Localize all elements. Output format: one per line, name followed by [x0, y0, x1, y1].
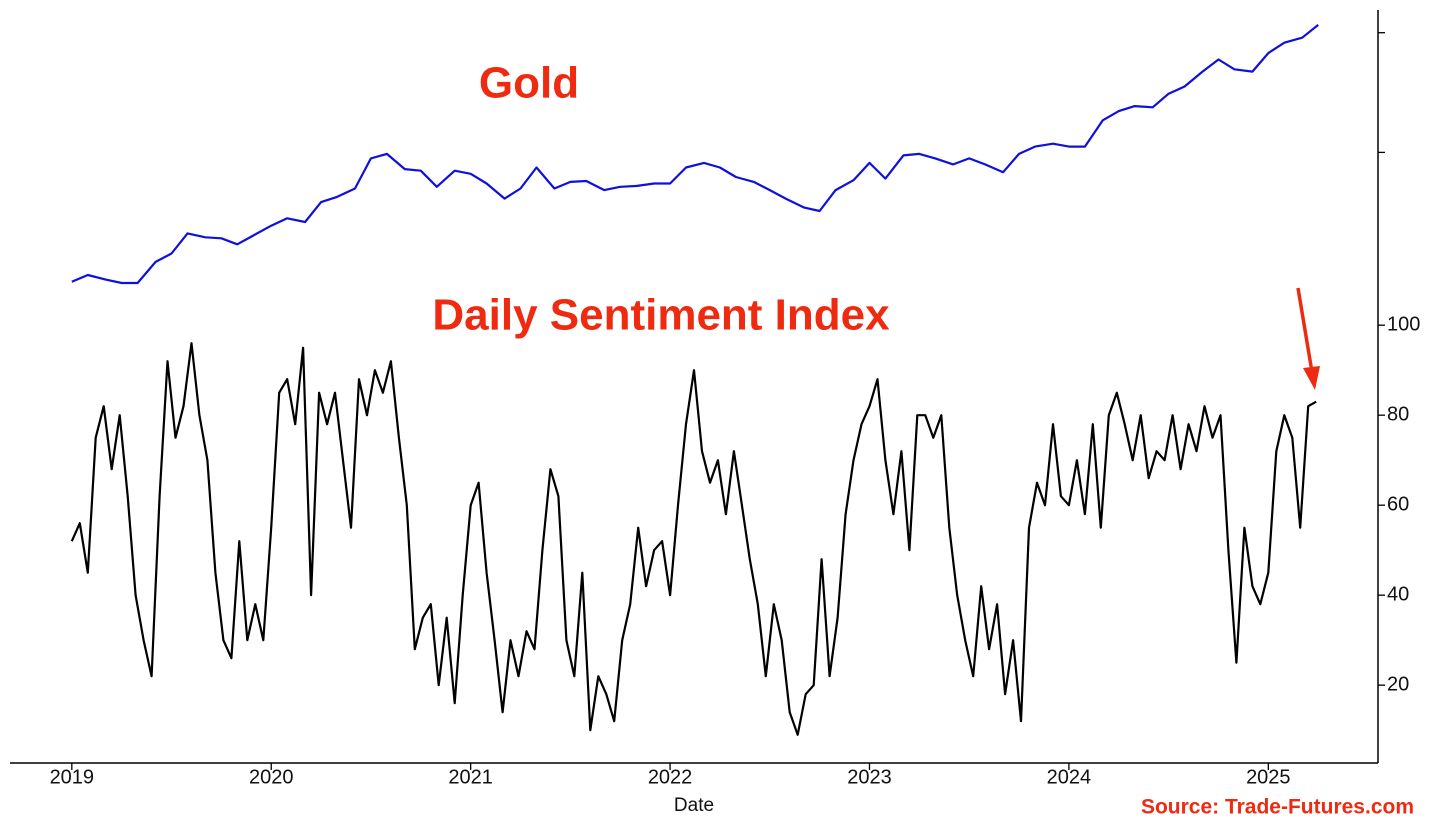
- y-tick-label: 100: [1387, 313, 1420, 335]
- data-line: [70, 342, 1317, 736]
- x-tick-label: 2025: [1246, 766, 1291, 788]
- x-axis-label: Date: [674, 795, 714, 816]
- x-tick-label: 2020: [249, 766, 294, 788]
- y-tick-label: 60: [1387, 493, 1409, 515]
- x-tick-label: 2022: [648, 766, 693, 788]
- dsi-title: Daily Sentiment Index: [432, 291, 890, 340]
- y-tick-label: 80: [1387, 403, 1409, 425]
- x-tick-label: 2021: [448, 766, 493, 788]
- x-tick-label: 2024: [1047, 766, 1092, 788]
- annotation-arrow: [1296, 287, 1320, 390]
- data-line: [71, 24, 1319, 285]
- y-tick-label: 20: [1387, 673, 1409, 695]
- x-tick-label: 2019: [50, 766, 95, 788]
- y-tick-label: 40: [1387, 583, 1409, 605]
- source-note: Source: Trade-Futures.com: [1141, 796, 1414, 819]
- gold-title: Gold: [479, 59, 579, 108]
- x-tick-label: 2023: [847, 766, 892, 788]
